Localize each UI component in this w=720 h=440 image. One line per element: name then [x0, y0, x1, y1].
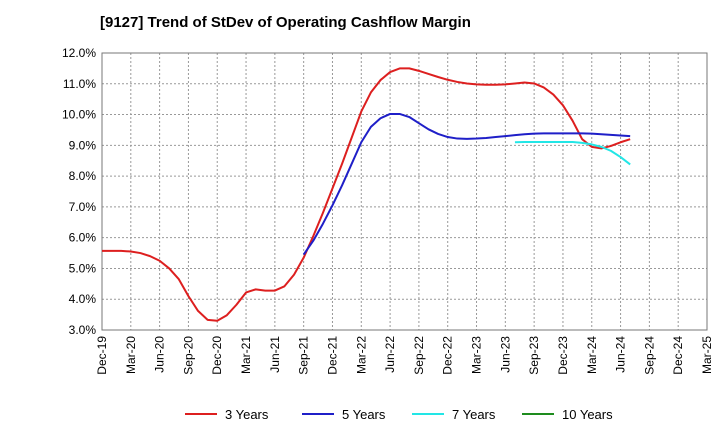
x-tick-label: Jun-23 [498, 336, 512, 373]
x-tick-label: Sep-20 [181, 336, 195, 375]
x-tick-label: Mar-21 [239, 336, 253, 374]
y-tick-label: 4.0% [69, 292, 97, 306]
legend-label: 3 Years [225, 407, 269, 422]
y-axis: 3.0% 4.0% 5.0% 6.0% 7.0% 8.0% 9.0% 10.0% 11.0% 12… [62, 46, 96, 337]
y-tick-label: 9.0% [69, 138, 97, 152]
y-tick-label: 12.0% [62, 46, 96, 60]
y-tick-label: 11.0% [63, 77, 96, 91]
legend: 3 Years 5 Years 7 Years 10 Years [185, 407, 613, 422]
legend-label: 5 Years [342, 407, 386, 422]
series-line-3-years [102, 67, 631, 322]
series-line-7-years [514, 140, 631, 166]
x-tick-label: Mar-20 [124, 336, 138, 374]
x-tick-label: Dec-21 [325, 336, 339, 375]
x-tick-label: Sep-21 [297, 336, 311, 375]
legend-label: 7 Years [452, 407, 496, 422]
y-tick-label: 7.0% [69, 200, 97, 214]
chart-title: [9127] Trend of StDev of Operating Cashf… [100, 14, 471, 31]
x-tick-label: Jun-22 [383, 336, 397, 373]
y-tick-label: 5.0% [69, 261, 97, 275]
x-tick-label: Dec-22 [441, 336, 455, 375]
x-tick-label: Dec-23 [556, 336, 570, 375]
x-tick-label: Mar-24 [585, 336, 599, 374]
x-tick-label: Sep-22 [412, 336, 426, 375]
legend-label: 10 Years [562, 407, 613, 422]
y-tick-label: 10.0% [62, 108, 96, 122]
x-tick-label: Dec-19 [95, 336, 109, 375]
x-tick-label: Sep-24 [642, 336, 656, 375]
x-tick-label: Dec-24 [671, 336, 685, 375]
x-tick-label: Jun-24 [614, 336, 628, 373]
x-axis: Dec-19 Mar-20 Jun-20 Sep-20 Dec-20 Mar-21 Jun-… [95, 336, 714, 375]
plot-area-border [101, 52, 708, 331]
x-tick-label: Sep-23 [527, 336, 541, 375]
series-group [102, 67, 631, 322]
grid [101, 52, 708, 331]
x-tick-label: Mar-22 [354, 336, 368, 374]
x-tick-label: Mar-23 [470, 336, 484, 374]
y-tick-label: 3.0% [69, 323, 97, 337]
y-tick-label: 6.0% [69, 231, 97, 245]
x-tick-label: Jun-21 [268, 336, 282, 373]
series-line-5-years [302, 112, 631, 256]
x-tick-label: Mar-25 [700, 336, 714, 374]
y-tick-label: 8.0% [69, 169, 97, 183]
x-tick-label: Dec-20 [210, 336, 224, 375]
x-tick-label: Jun-20 [153, 336, 167, 373]
